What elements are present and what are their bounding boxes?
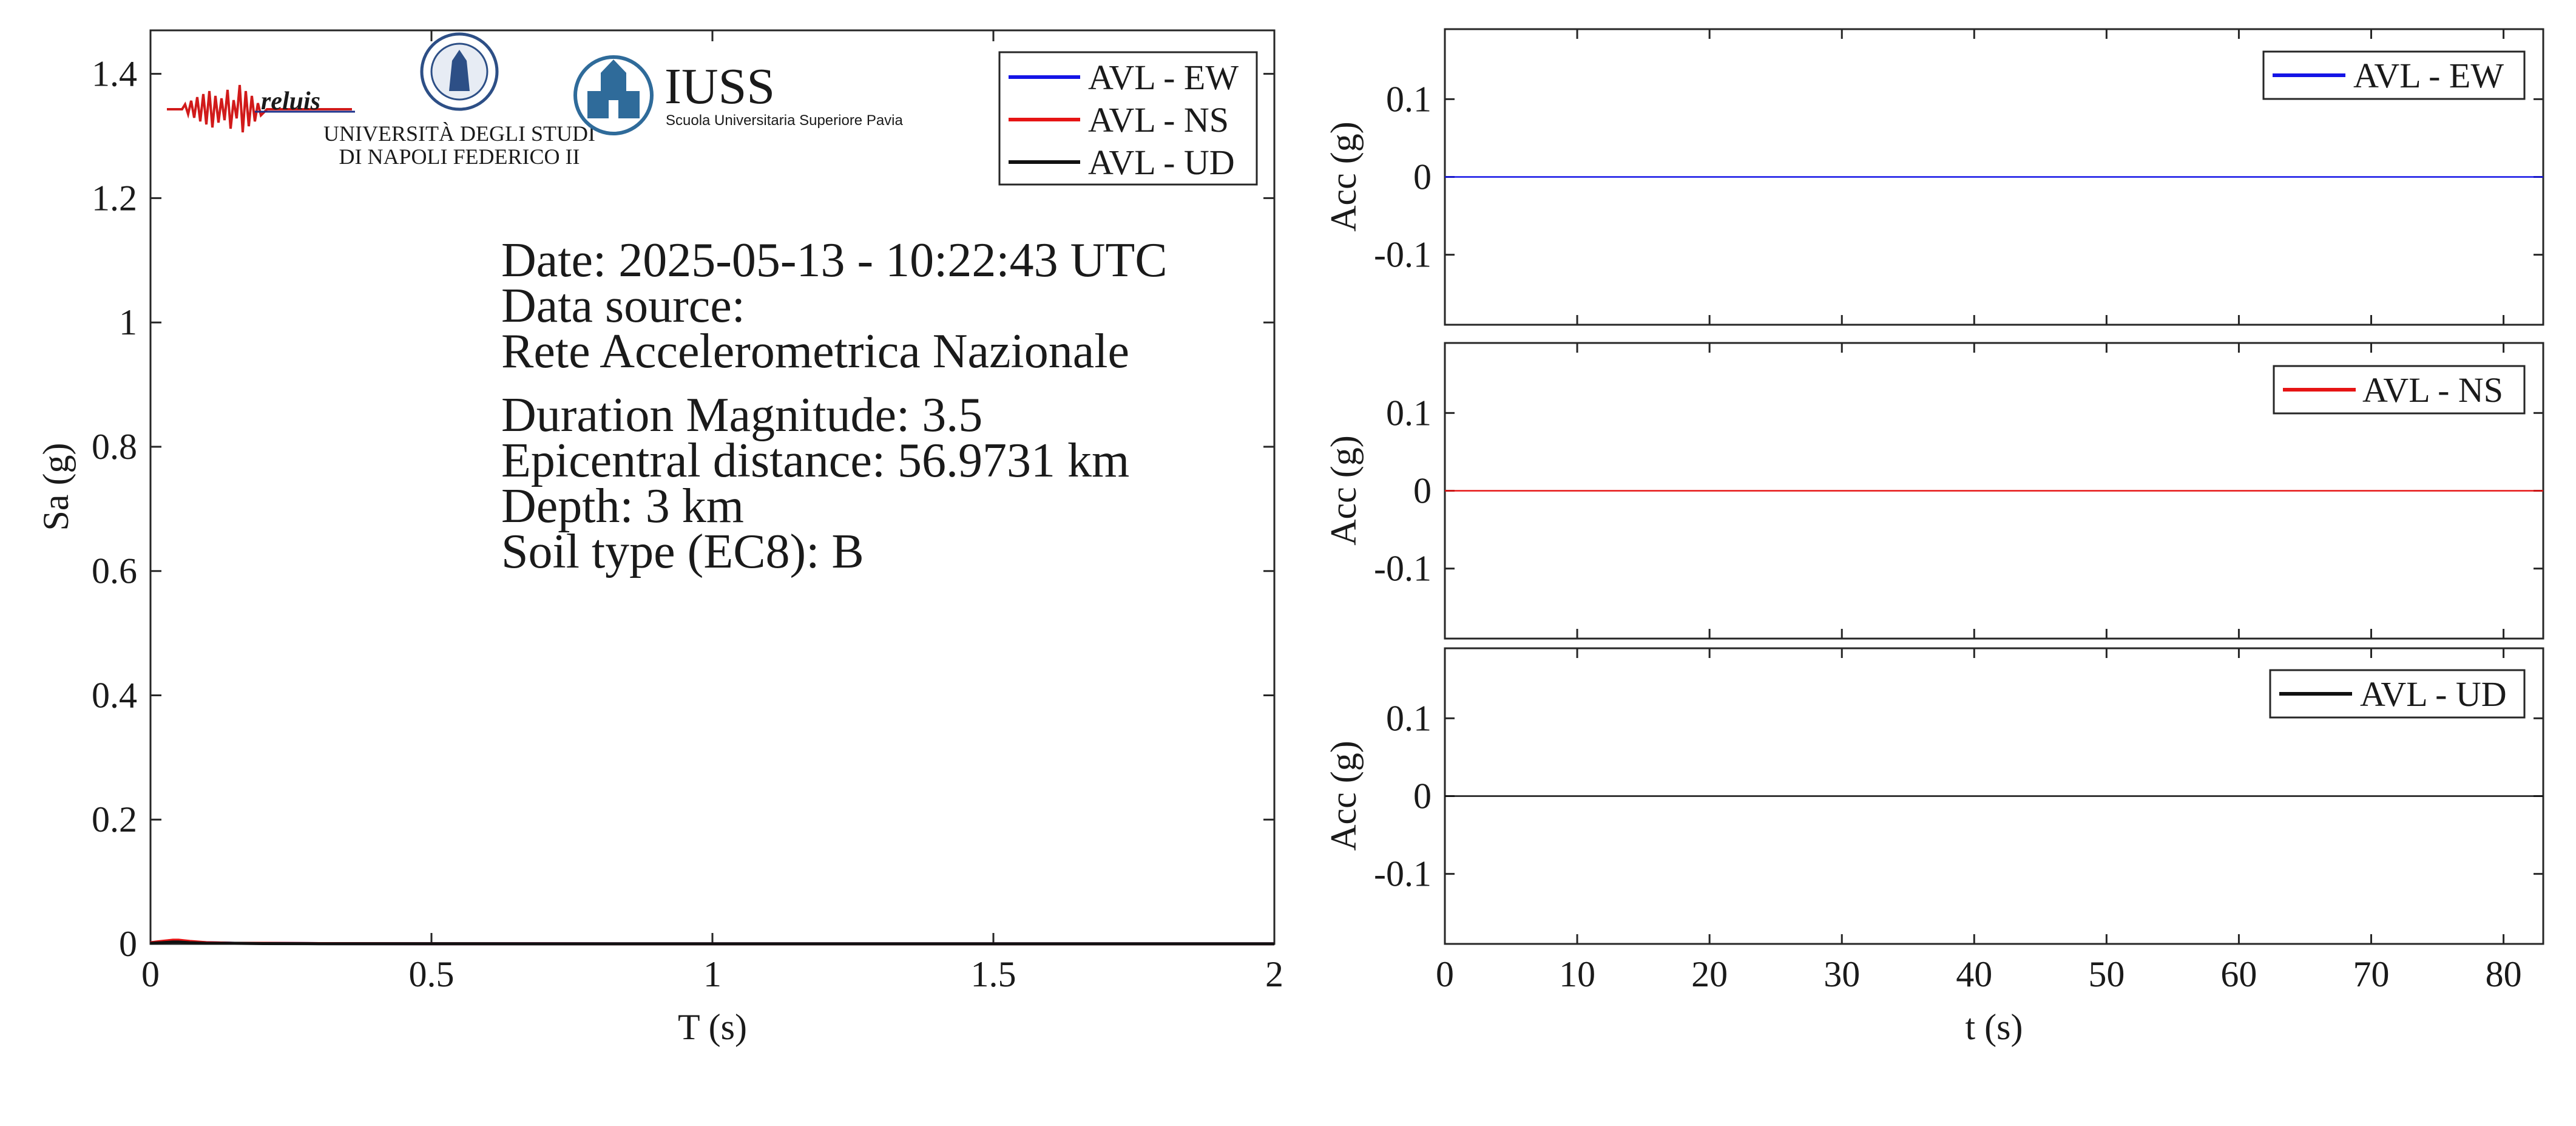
acc-ew-ticks: -0.1 0 0.1 bbox=[1374, 29, 2543, 325]
acc-ns-legend: AVL - NS bbox=[2273, 365, 2526, 415]
spectrum-y-axis-label: Sa (g) bbox=[36, 443, 76, 531]
spectrum-x-axis-label: T (s) bbox=[678, 1007, 747, 1047]
y-tick-label-3-1: 0 bbox=[1413, 776, 1432, 816]
acc-ud-y-axis-label: Acc (g) bbox=[1323, 741, 1364, 851]
event-magnitude: Duration Magnitude: 3.5 bbox=[501, 388, 982, 442]
acc-ud-legend-label: AVL - UD bbox=[2360, 674, 2507, 714]
acc-ns-legend-label: AVL - NS bbox=[2362, 370, 2503, 410]
x-tick-label-0-1: 0.5 bbox=[409, 954, 455, 994]
event-depth: Depth: 3 km bbox=[501, 480, 744, 533]
acc-ns-y-axis-label: Acc (g) bbox=[1323, 435, 1364, 546]
y-tick-label-0-0: 0 bbox=[119, 924, 137, 964]
acc-ns-ticks: -0.1 0 0.1 bbox=[1374, 343, 2543, 639]
y-tick-label-0-7: 1.4 bbox=[92, 54, 137, 94]
series-line-0-2 bbox=[150, 940, 1274, 946]
y-tick-label-0-4: 0.8 bbox=[92, 427, 137, 467]
acc-ew-plot: -0.1 0 0.1 Acc (g) AVL - EW bbox=[1323, 28, 2544, 326]
reluis-logo: reluis bbox=[167, 84, 355, 133]
legend-label-ew: AVL - EW bbox=[1088, 58, 1239, 97]
iuss-logo: IUSS Scuola Universitaria Superiore Pavi… bbox=[573, 55, 904, 135]
x-tick-label-3-6: 60 bbox=[2220, 954, 2257, 994]
y-tick-label-0-2: 0.4 bbox=[92, 675, 137, 715]
iuss-emblem-building bbox=[587, 59, 640, 118]
x-tick-label-3-5: 50 bbox=[2088, 954, 2125, 994]
event-distance: Epicentral distance: 56.9731 km bbox=[501, 434, 1129, 487]
spectrum-plot: 0 0.2 0.4 0.6 0.8 1 1.2 1.4 0 0.5 1 1.5 2 T (s) Sa (… bbox=[36, 29, 1283, 1047]
x-tick-label-3-0: 0 bbox=[1436, 954, 1454, 994]
x-tick-label-3-3: 30 bbox=[1824, 954, 1860, 994]
x-tick-label-3-4: 40 bbox=[1956, 954, 1992, 994]
legend-label-ud: AVL - UD bbox=[1088, 143, 1235, 182]
iuss-subtitle: Scuola Universitaria Superiore Pavia bbox=[666, 112, 904, 129]
event-source-label: Data source: bbox=[501, 279, 745, 333]
x-tick-label-0-0: 0 bbox=[141, 954, 160, 994]
x-tick-label-0-3: 1.5 bbox=[971, 954, 1016, 994]
acc-ew-legend: AVL - EW bbox=[2262, 50, 2526, 100]
reluis-wordmark: reluis bbox=[261, 87, 320, 115]
legend-label-ns: AVL - NS bbox=[1088, 100, 1229, 140]
acc-x-axis-label: t (s) bbox=[1966, 1007, 2023, 1047]
reluis-seismogram bbox=[167, 84, 352, 133]
x-tick-label-3-8: 80 bbox=[2486, 954, 2522, 994]
y-tick-label-1-0: -0.1 bbox=[1374, 235, 1432, 275]
y-tick-label-2-0: -0.1 bbox=[1374, 549, 1432, 589]
x-tick-label-3-2: 20 bbox=[1691, 954, 1728, 994]
unina-line2: DI NAPOLI FEDERICO II bbox=[339, 144, 580, 169]
y-tick-label-1-1: 0 bbox=[1413, 157, 1432, 197]
unina-line1: UNIVERSITÀ DEGLI STUDI bbox=[323, 121, 595, 146]
iuss-emblem-door bbox=[609, 100, 618, 118]
acc-ew-y-axis-label: Acc (g) bbox=[1323, 121, 1364, 232]
x-tick-label-0-2: 1 bbox=[703, 954, 722, 994]
spectrum-ticks: 0 0.2 0.4 0.6 0.8 1 1.2 1.4 0 0.5 1 1.5 2 bbox=[92, 30, 1283, 994]
acc-ud-legend: AVL - UD bbox=[2269, 669, 2526, 719]
acc-ud-ticks: -0.1 0 0.1 0 10 20 30 40 50 60 70 80 bbox=[1374, 648, 2543, 994]
y-tick-label-3-2: 0.1 bbox=[1386, 698, 1432, 738]
unina-logo: UNIVERSITÀ DEGLI STUDI DI NAPOLI FEDERIC… bbox=[323, 32, 595, 169]
event-info: Date: 2025-05-13 - 10:22:43 UTC Data sou… bbox=[501, 234, 1168, 578]
event-date: Date: 2025-05-13 - 10:22:43 UTC bbox=[501, 234, 1168, 287]
x-tick-label-3-7: 70 bbox=[2353, 954, 2390, 994]
y-tick-label-2-1: 0 bbox=[1413, 471, 1432, 511]
acc-ew-legend-label: AVL - EW bbox=[2353, 56, 2504, 95]
unina-seal-figure bbox=[449, 50, 470, 91]
y-tick-label-1-2: 0.1 bbox=[1386, 79, 1432, 119]
spectrum-series bbox=[150, 938, 1274, 946]
y-tick-label-0-1: 0.2 bbox=[92, 799, 137, 839]
event-source-name: Rete Accelerometrica Nazionale bbox=[501, 325, 1129, 378]
acc-ns-plot: -0.1 0 0.1 Acc (g) AVL - NS bbox=[1323, 342, 2544, 640]
x-tick-label-0-4: 2 bbox=[1265, 954, 1283, 994]
event-soil: Soil type (EC8): B bbox=[501, 525, 864, 578]
spectrum-legend: AVL - EW AVL - NS AVL - UD bbox=[998, 51, 1258, 186]
y-tick-label-2-2: 0.1 bbox=[1386, 393, 1432, 433]
iuss-wordmark: IUSS bbox=[664, 58, 775, 115]
x-tick-label-3-1: 10 bbox=[1559, 954, 1595, 994]
y-tick-label-0-6: 1.2 bbox=[92, 178, 137, 218]
y-tick-label-0-5: 1 bbox=[119, 302, 137, 342]
y-tick-label-0-3: 0.6 bbox=[92, 551, 137, 591]
y-tick-label-3-0: -0.1 bbox=[1374, 854, 1432, 894]
acc-ud-plot: -0.100.10 10 20 30 40 50 60 70 80 Acc (g) t (s) … bbox=[1323, 647, 2544, 1047]
